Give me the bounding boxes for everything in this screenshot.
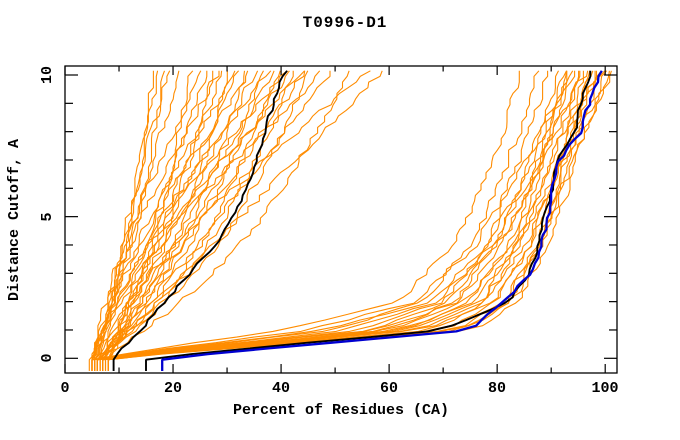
orange-model-curve bbox=[102, 70, 240, 371]
orange-model-curve bbox=[102, 70, 581, 371]
x-tick-label-20: 20 bbox=[164, 380, 182, 397]
orange-model-curve bbox=[99, 70, 194, 371]
orange-model-curve bbox=[96, 70, 264, 371]
orange-model-curve bbox=[104, 70, 208, 371]
x-tick-label-100: 100 bbox=[591, 380, 618, 397]
axes-frame-and-ticks bbox=[64, 65, 618, 374]
x-tick-label-80: 80 bbox=[488, 380, 506, 397]
orange-model-curve bbox=[91, 70, 596, 371]
x-tick-label-60: 60 bbox=[380, 380, 398, 397]
orange-model-curve bbox=[96, 70, 309, 371]
x-tick-label-40: 40 bbox=[272, 380, 290, 397]
plot-title: T0996-D1 bbox=[303, 14, 388, 32]
orange-model-curve bbox=[96, 70, 568, 371]
orange-model-curve bbox=[94, 70, 272, 371]
orange-model-curve bbox=[91, 70, 576, 371]
orange-model-curve bbox=[94, 70, 305, 371]
model-black-right bbox=[145, 70, 592, 371]
orange-model-curve bbox=[91, 70, 202, 371]
model-curves bbox=[88, 70, 612, 371]
orange-model-curve bbox=[91, 70, 249, 371]
orange-model-curve bbox=[96, 70, 608, 371]
y-tick-label-0: 0 bbox=[39, 353, 56, 362]
orange-model-curve bbox=[96, 70, 294, 371]
orange-model-curve bbox=[102, 70, 290, 371]
orange-model-curve bbox=[102, 70, 383, 371]
orange-model-curve bbox=[96, 70, 584, 371]
y-axis-label: Distance Cutoff, A bbox=[6, 139, 23, 301]
x-axis-label: Percent of Residues (CA) bbox=[233, 402, 449, 419]
model-blue bbox=[161, 70, 603, 371]
orange-model-curve bbox=[102, 70, 580, 371]
orange-model-curve bbox=[91, 70, 549, 371]
orange-model-curve bbox=[107, 70, 331, 371]
orange-model-curve bbox=[91, 70, 321, 371]
y-tick-label-5: 5 bbox=[39, 212, 56, 221]
orange-model-curve bbox=[91, 70, 220, 371]
model-black-left bbox=[112, 70, 288, 371]
orange-model-curve bbox=[94, 70, 371, 371]
orange-model-curve bbox=[102, 70, 559, 371]
orange-model-curve bbox=[96, 70, 540, 371]
y-tick-label-10: 10 bbox=[39, 66, 56, 84]
orange-model-curve bbox=[94, 70, 236, 371]
orange-model-curve bbox=[91, 70, 520, 371]
orange-model-curve bbox=[107, 70, 589, 371]
orange-model-curve bbox=[102, 70, 598, 371]
orange-model-curve bbox=[107, 70, 568, 371]
orange-model-curve bbox=[107, 70, 606, 371]
orange-model-curve bbox=[99, 70, 350, 371]
orange-model-curve bbox=[96, 70, 574, 371]
x-tick-label-0: 0 bbox=[60, 380, 69, 397]
plot-frame bbox=[64, 65, 618, 374]
